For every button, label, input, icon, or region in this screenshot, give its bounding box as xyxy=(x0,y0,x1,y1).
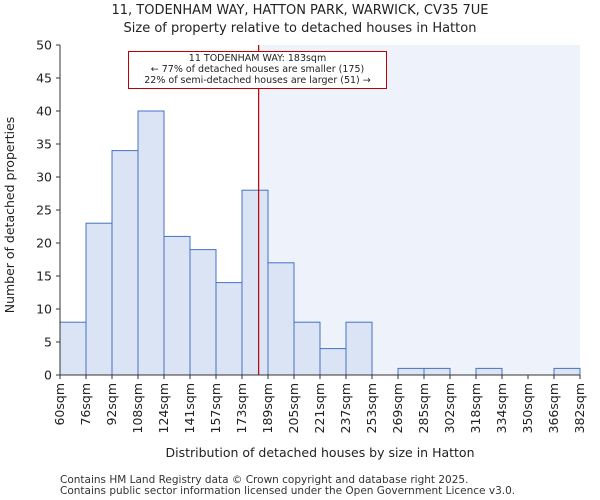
x-tick-label-108sqm: 108sqm xyxy=(130,383,145,433)
y-tick-label-0: 0 xyxy=(44,368,52,383)
x-tick-label-334sqm: 334sqm xyxy=(494,383,509,433)
bar-124sqm xyxy=(163,235,191,376)
x-tick-label-141sqm: 141sqm xyxy=(182,383,197,433)
x-tick-label-221sqm: 221sqm xyxy=(312,383,327,433)
x-tick-label-285sqm: 285sqm xyxy=(416,383,431,433)
bar-366sqm xyxy=(553,367,581,376)
chart-title: 11, TODENHAM WAY, HATTON PARK, WARWICK, … xyxy=(111,3,489,18)
x-tick-label-157sqm: 157sqm xyxy=(208,383,223,433)
x-tick-label-382sqm: 382sqm xyxy=(572,383,587,433)
y-tick-label-30: 30 xyxy=(36,170,52,185)
bar-157sqm xyxy=(215,282,243,376)
y-tick-label-10: 10 xyxy=(36,302,52,317)
annotation-line-3: 22% of semi-detached houses are larger (… xyxy=(144,75,371,86)
x-tick-label-60sqm: 60sqm xyxy=(52,383,67,426)
bar-108sqm xyxy=(137,110,165,376)
bar-92sqm xyxy=(111,150,139,376)
x-tick-label-76sqm: 76sqm xyxy=(78,383,93,426)
x-tick-label-302sqm: 302sqm xyxy=(442,383,457,433)
footer-line-1: Contains HM Land Registry data © Crown c… xyxy=(60,474,469,486)
x-tick-label-253sqm: 253sqm xyxy=(364,383,379,433)
x-tick-label-189sqm: 189sqm xyxy=(260,383,275,433)
footer-line-2: Contains public sector information licen… xyxy=(60,485,516,497)
x-ticks-group: 60sqm 76sqm 92sqm 108sqm 124sqm 141sqm 157sqm 1… xyxy=(52,375,587,433)
bar-189sqm xyxy=(267,262,295,376)
x-axis-label: Distribution of detached houses by size … xyxy=(166,445,475,460)
bars-group xyxy=(59,110,581,376)
y-tick-label-20: 20 xyxy=(36,236,52,251)
y-tick-label-5: 5 xyxy=(44,335,52,350)
y-tick-label-35: 35 xyxy=(36,137,52,152)
x-tick-label-173sqm: 173sqm xyxy=(234,383,249,433)
y-axis-label: Number of detached properties xyxy=(2,117,17,314)
larger-region-shade xyxy=(258,45,580,375)
x-tick-label-92sqm: 92sqm xyxy=(104,383,119,426)
x-tick-label-237sqm: 237sqm xyxy=(338,383,353,433)
y-tick-label-45: 45 xyxy=(36,71,52,86)
bar-318sqm xyxy=(475,367,503,376)
x-tick-label-269sqm: 269sqm xyxy=(390,383,405,433)
y-ticks-group: 0 5 10 15 20 25 30 35 40 45 50 xyxy=(36,38,60,383)
bar-76sqm xyxy=(85,222,113,376)
bar-205sqm xyxy=(293,321,321,376)
x-tick-label-124sqm: 124sqm xyxy=(156,383,171,433)
bar-221sqm xyxy=(319,348,347,376)
bar-141sqm xyxy=(189,249,217,376)
bar-285sqm xyxy=(423,367,451,376)
annotation-box: 11 TODENHAM WAY: 183sqm ← 77% of detache… xyxy=(128,51,387,89)
x-tick-label-350sqm: 350sqm xyxy=(520,383,535,433)
bar-173sqm xyxy=(241,189,269,376)
bar-237sqm xyxy=(345,321,373,376)
x-tick-label-205sqm: 205sqm xyxy=(286,383,301,433)
y-tick-label-50: 50 xyxy=(36,38,52,53)
x-tick-label-318sqm: 318sqm xyxy=(468,383,483,433)
chart-subtitle: Size of property relative to detached ho… xyxy=(123,21,477,36)
annotation-line-1: 11 TODENHAM WAY: 183sqm xyxy=(188,53,327,64)
x-tick-label-366sqm: 366sqm xyxy=(546,383,561,433)
bar-269sqm xyxy=(397,367,425,376)
y-tick-label-25: 25 xyxy=(36,203,52,218)
annotation-line-2: ← 77% of detached houses are smaller (17… xyxy=(150,64,365,75)
y-tick-label-15: 15 xyxy=(36,269,52,284)
bar-60sqm xyxy=(59,321,87,376)
y-tick-label-40: 40 xyxy=(36,104,52,119)
